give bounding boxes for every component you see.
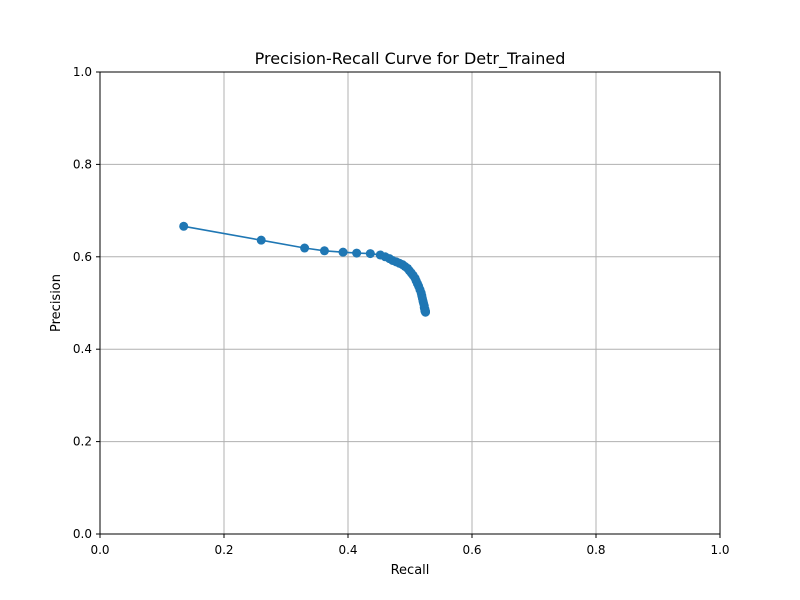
x-tick-label: 1.0 — [710, 543, 729, 557]
y-tick-label: 0.0 — [73, 527, 92, 541]
data-point — [300, 243, 310, 253]
x-tick-label: 0.0 — [90, 543, 109, 557]
data-point — [319, 246, 329, 256]
data-point — [352, 248, 362, 258]
data-point — [338, 247, 348, 257]
y-tick-label: 1.0 — [73, 65, 92, 79]
data-point — [365, 249, 375, 259]
x-tick-label: 0.6 — [462, 543, 481, 557]
data-point — [179, 221, 189, 231]
x-axis-label: Recall — [391, 563, 430, 578]
y-tick-label: 0.4 — [73, 342, 92, 356]
y-tick-label: 0.8 — [73, 157, 92, 171]
data-point — [256, 235, 266, 245]
x-tick-label: 0.4 — [338, 543, 357, 557]
y-axis-label: Precision — [49, 274, 64, 332]
ticks: 0.0 0.2 0.4 0.6 0.8 1.0 0.0 0.2 0.4 0.6 0.8 1.0 — [73, 65, 730, 557]
data-point — [421, 307, 430, 317]
chart-title: Precision-Recall Curve for Detr_Trained — [255, 49, 566, 69]
plot-frame — [99, 71, 721, 535]
y-tick-label: 0.6 — [73, 250, 92, 264]
x-tick-label: 0.8 — [586, 543, 605, 557]
y-tick-label: 0.2 — [73, 435, 92, 449]
series-layer — [179, 221, 430, 317]
x-tick-label: 0.2 — [214, 543, 233, 557]
